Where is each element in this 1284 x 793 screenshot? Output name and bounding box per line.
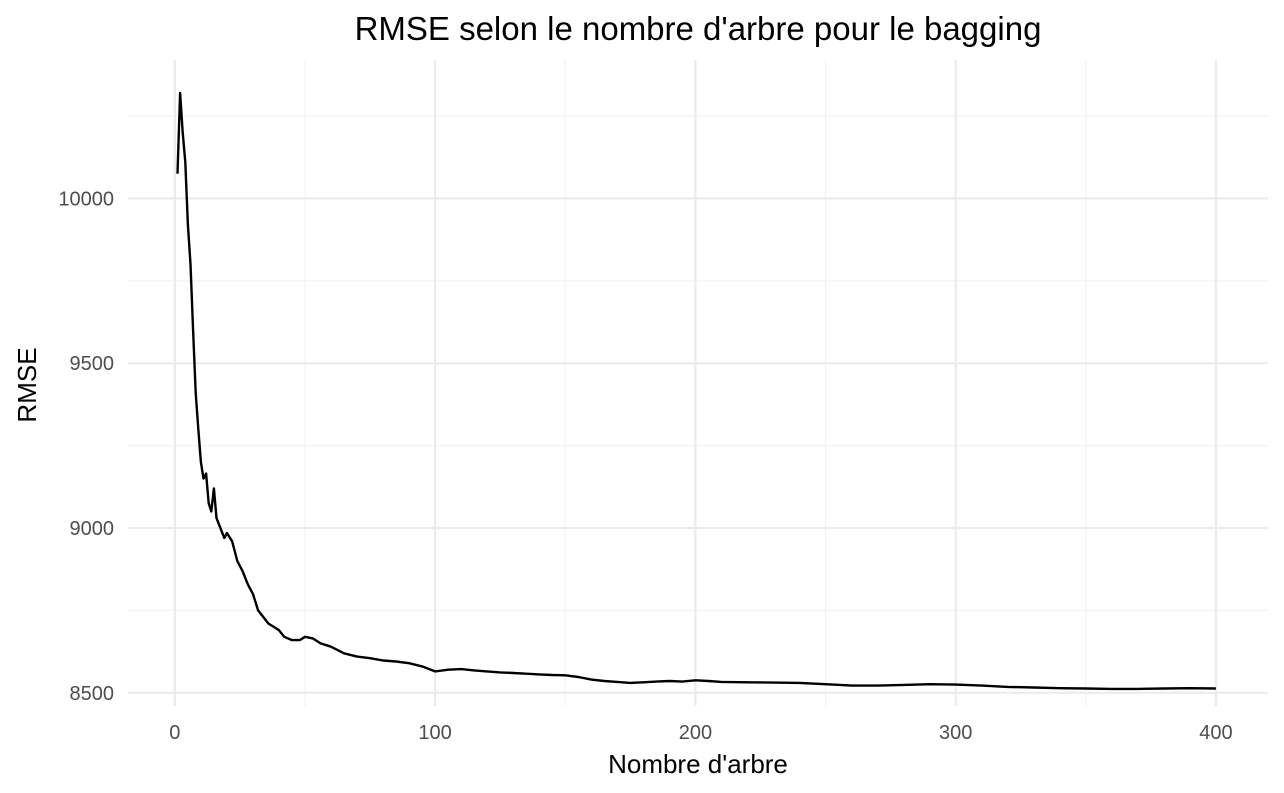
- x-tick-label: 100: [418, 722, 451, 744]
- y-axis-ticks: 8500 9000 9500 10000: [58, 188, 114, 704]
- x-tick-label: 0: [169, 722, 180, 744]
- y-tick-label: 8500: [70, 683, 115, 705]
- major-gridlines: [128, 60, 1268, 706]
- x-tick-label: 300: [939, 722, 972, 744]
- x-axis-ticks: 0 100 200 300 400: [169, 722, 1232, 744]
- y-tick-label: 9000: [70, 518, 115, 540]
- y-tick-label: 9500: [70, 353, 115, 375]
- x-tick-label: 400: [1199, 722, 1232, 744]
- y-axis-label: RMSE: [12, 347, 42, 422]
- y-tick-label: 10000: [58, 188, 114, 210]
- x-axis-label: Nombre d'arbre: [608, 749, 788, 779]
- chart-title: RMSE selon le nombre d'arbre pour le bag…: [355, 10, 1042, 47]
- x-tick-label: 200: [679, 722, 712, 744]
- minor-gridlines: [128, 60, 1268, 706]
- rmse-series-line: [176, 91, 1216, 691]
